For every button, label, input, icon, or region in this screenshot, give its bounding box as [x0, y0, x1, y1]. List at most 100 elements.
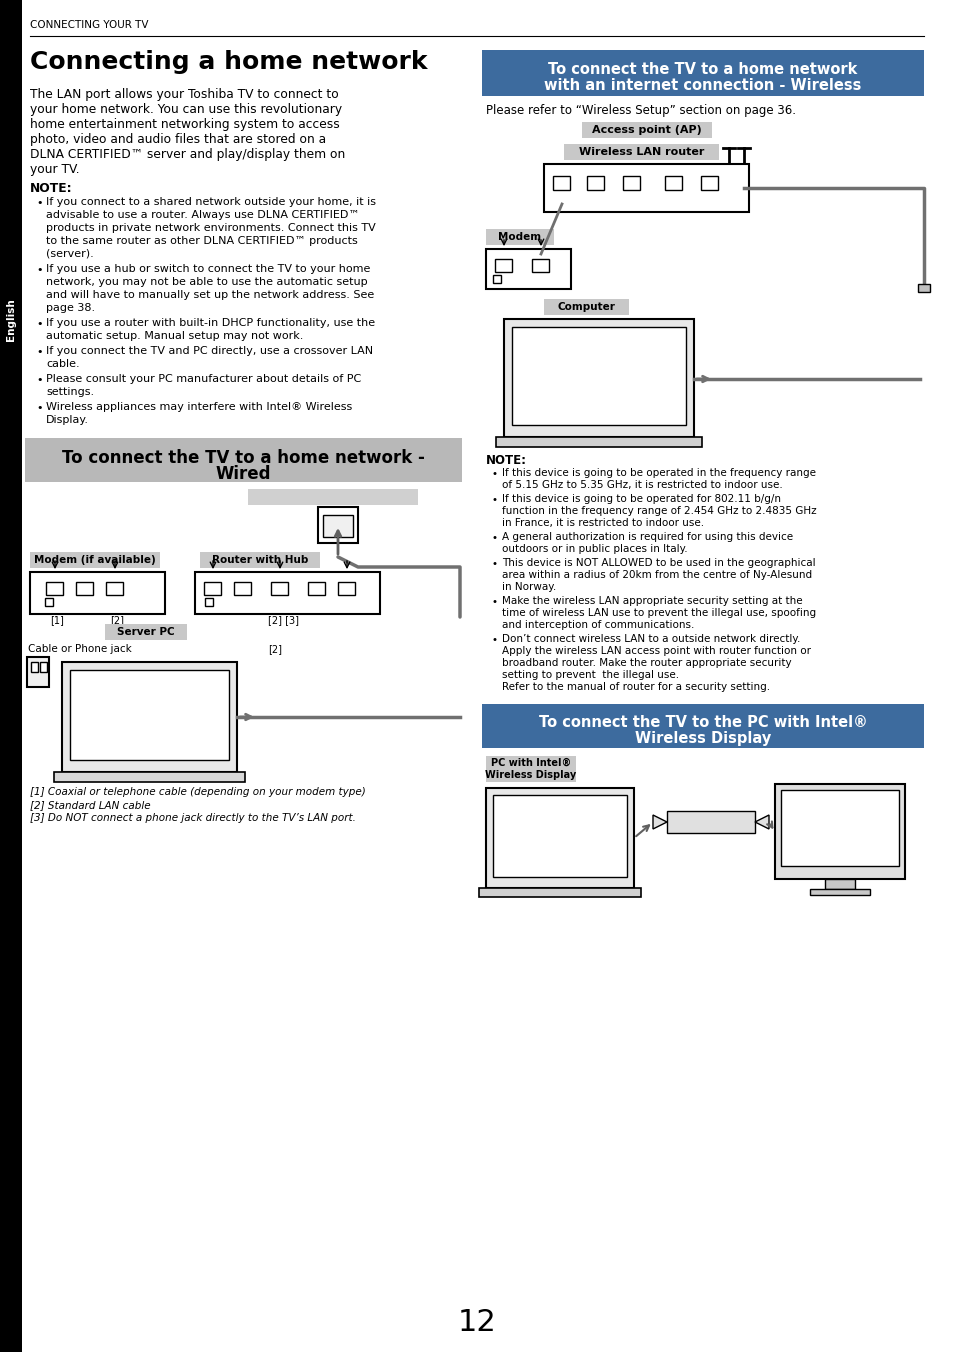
Text: •: •	[36, 265, 43, 274]
Bar	[485, 228, 554, 245]
Text: If you connect the TV and PC directly, use a crossover LAN: If you connect the TV and PC directly, u…	[46, 346, 373, 356]
Text: •: •	[36, 403, 43, 412]
Text: and will have to manually set up the network address. See: and will have to manually set up the net…	[46, 289, 374, 300]
Text: [1]: [1]	[50, 615, 64, 625]
Text: This device is NOT ALLOWED to be used in the geographical: This device is NOT ALLOWED to be used in…	[501, 558, 815, 568]
Text: English: English	[6, 299, 16, 341]
Text: automatic setup. Manual setup may not work.: automatic setup. Manual setup may not wo…	[46, 331, 303, 341]
Text: Access point (AP): Access point (AP)	[592, 124, 701, 135]
Bar	[205, 598, 213, 606]
Text: the back of your television: the back of your television	[253, 492, 412, 502]
Bar	[106, 581, 123, 595]
Text: If you use a hub or switch to connect the TV to your home: If you use a hub or switch to connect th…	[46, 264, 370, 274]
Polygon shape	[754, 815, 768, 829]
Bar	[481, 704, 923, 748]
Bar	[308, 581, 325, 595]
Bar	[323, 515, 353, 537]
Bar	[45, 598, 53, 606]
Text: •: •	[36, 347, 43, 357]
Text: Wireless Display: Wireless Display	[634, 731, 770, 746]
Text: in Norway.: in Norway.	[501, 581, 556, 592]
Text: [2] [3]: [2] [3]	[268, 615, 298, 625]
Text: If you use a router with built-in DHCP functionality, use the: If you use a router with built-in DHCP f…	[46, 318, 375, 329]
Text: •: •	[492, 469, 497, 479]
Text: products in private network environments. Connect this TV: products in private network environments…	[46, 223, 375, 233]
Bar	[503, 319, 693, 437]
Text: LAN: LAN	[320, 508, 335, 515]
Text: Connecting a home network: Connecting a home network	[30, 50, 427, 74]
Text: [1] Coaxial or telephone cable (depending on your modem type): [1] Coaxial or telephone cable (dependin…	[30, 787, 365, 796]
Bar	[824, 879, 854, 890]
Bar	[664, 176, 681, 191]
Bar	[337, 581, 355, 595]
Bar	[317, 507, 357, 544]
Bar	[532, 260, 548, 272]
Text: [3] Do NOT connect a phone jack directly to the TV’s LAN port.: [3] Do NOT connect a phone jack directly…	[30, 813, 355, 823]
Text: Please consult your PC manufacturer about details of PC: Please consult your PC manufacturer abou…	[46, 375, 361, 384]
Bar	[563, 145, 719, 160]
Bar	[200, 552, 319, 568]
Text: To connect the TV to a home network -: To connect the TV to a home network -	[62, 449, 424, 466]
Text: DLNA CERTIFIED™ server and play/display them on: DLNA CERTIFIED™ server and play/display …	[30, 147, 345, 161]
Bar	[485, 249, 571, 289]
Text: If this device is going to be operated in the frequency range: If this device is going to be operated i…	[501, 468, 815, 479]
Bar	[76, 581, 92, 595]
Bar	[774, 784, 904, 879]
Bar	[30, 552, 160, 568]
Bar	[809, 890, 869, 895]
Text: cable.: cable.	[46, 360, 79, 369]
Text: Refer to the manual of router for a security setting.: Refer to the manual of router for a secu…	[501, 681, 769, 692]
Text: Modem (if available): Modem (if available)	[34, 556, 155, 565]
Text: If you connect to a shared network outside your home, it is: If you connect to a shared network outsi…	[46, 197, 375, 207]
Text: function in the frequency range of 2.454 GHz to 2.4835 GHz: function in the frequency range of 2.454…	[501, 506, 816, 516]
Text: CONNECTING YOUR TV: CONNECTING YOUR TV	[30, 20, 149, 30]
Text: Router with Hub: Router with Hub	[212, 556, 308, 565]
Text: and interception of communications.: and interception of communications.	[501, 621, 694, 630]
Text: with an internet connection - Wireless: with an internet connection - Wireless	[544, 78, 861, 93]
Text: area within a radius of 20km from the centre of Ny-Alesund: area within a radius of 20km from the ce…	[501, 571, 811, 580]
Bar	[586, 176, 603, 191]
Bar	[496, 437, 701, 448]
Bar	[25, 438, 461, 483]
Bar	[62, 662, 236, 772]
Text: Display.: Display.	[46, 415, 89, 425]
Text: 12: 12	[457, 1307, 496, 1337]
Text: •: •	[36, 197, 43, 208]
Text: photo, video and audio files that are stored on a: photo, video and audio files that are st…	[30, 132, 326, 146]
Bar	[30, 572, 165, 614]
Text: broadband router. Make the router appropriate security: broadband router. Make the router approp…	[501, 658, 791, 668]
Text: your TV.: your TV.	[30, 164, 79, 176]
Bar	[478, 888, 640, 896]
Text: •: •	[492, 598, 497, 607]
Text: Wireless appliances may interfere with Intel® Wireless: Wireless appliances may interfere with I…	[46, 402, 352, 412]
Text: Make the wireless LAN appropriate security setting at the: Make the wireless LAN appropriate securi…	[501, 596, 801, 606]
Text: •: •	[492, 495, 497, 506]
Bar	[0, 0, 22, 1352]
Bar	[105, 625, 187, 639]
Text: home entertainment networking system to access: home entertainment networking system to …	[30, 118, 339, 131]
Text: setting to prevent  the illegal use.: setting to prevent the illegal use.	[501, 671, 679, 680]
Text: To connect the TV to the PC with Intel®: To connect the TV to the PC with Intel®	[538, 715, 866, 730]
Text: (server).: (server).	[46, 249, 93, 260]
Text: your home network. You can use this revolutionary: your home network. You can use this revo…	[30, 103, 342, 116]
Bar	[622, 176, 639, 191]
Bar	[553, 176, 569, 191]
Text: NOTE:: NOTE:	[30, 183, 72, 195]
Bar	[70, 671, 229, 760]
Text: [2]: [2]	[110, 615, 124, 625]
Bar	[543, 164, 748, 212]
Bar	[194, 572, 379, 614]
Text: NOTE:: NOTE:	[485, 454, 526, 466]
Text: To connect the TV to a home network: To connect the TV to a home network	[548, 62, 857, 77]
Text: PC with Intel®
Wireless Display: PC with Intel® Wireless Display	[485, 758, 576, 780]
Text: Don’t connect wireless LAN to a outside network directly.: Don’t connect wireless LAN to a outside …	[501, 634, 800, 644]
Text: •: •	[36, 375, 43, 385]
Text: •: •	[492, 635, 497, 645]
Text: outdoors or in public places in Italy.: outdoors or in public places in Italy.	[501, 544, 687, 554]
Text: [2]: [2]	[268, 644, 282, 654]
Text: If this device is going to be operated for 802.11 b/g/n: If this device is going to be operated f…	[501, 493, 781, 504]
Bar	[27, 657, 49, 687]
Text: Server PC: Server PC	[117, 627, 174, 637]
Text: to the same router as other DLNA CERTIFIED™ products: to the same router as other DLNA CERTIFI…	[46, 237, 357, 246]
Bar	[781, 790, 898, 867]
